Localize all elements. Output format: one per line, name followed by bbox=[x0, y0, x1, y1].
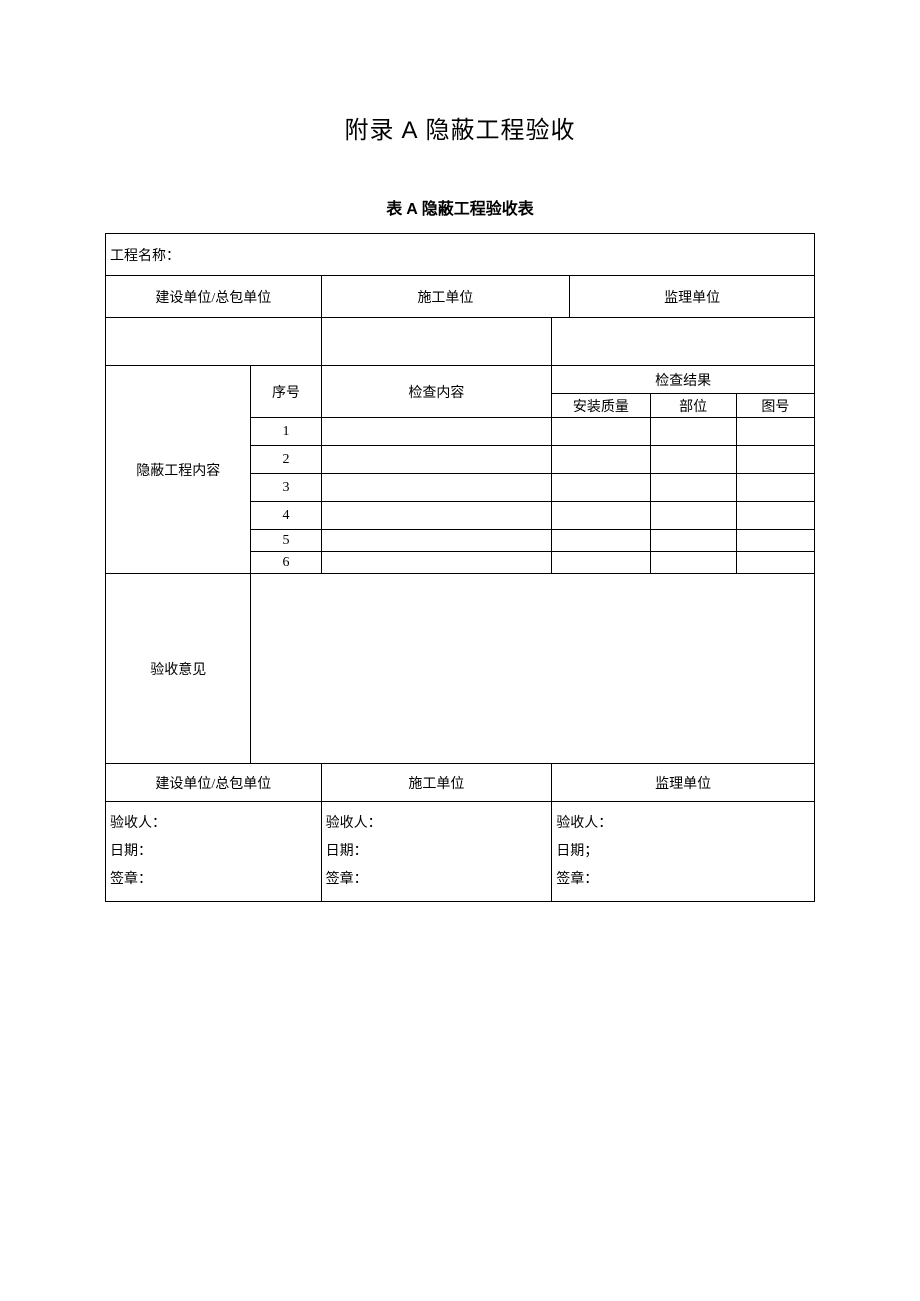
opinion-value bbox=[251, 574, 815, 764]
position-3 bbox=[650, 474, 736, 502]
position-2 bbox=[650, 446, 736, 474]
drawing-no-6 bbox=[736, 552, 814, 574]
install-quality-3 bbox=[552, 474, 650, 502]
work-unit-header: 施工单位 bbox=[321, 276, 570, 318]
drawing-no-1 bbox=[736, 418, 814, 446]
check-result-header: 检查结果 bbox=[552, 366, 815, 394]
opinion-label: 验收意见 bbox=[106, 574, 251, 764]
supervision-unit-value bbox=[552, 318, 815, 366]
position-5 bbox=[650, 530, 736, 552]
install-quality-5 bbox=[552, 530, 650, 552]
work-unit-value bbox=[321, 318, 552, 366]
seq-5: 5 bbox=[251, 530, 321, 552]
project-name-cell: 工程名称： bbox=[106, 234, 815, 276]
table-title: 表 A 隐蔽工程验收表 bbox=[105, 195, 815, 219]
date-1: 日期： bbox=[110, 838, 321, 866]
drawing-no-4 bbox=[736, 502, 814, 530]
position-4 bbox=[650, 502, 736, 530]
seq-2: 2 bbox=[251, 446, 321, 474]
drawing-no-2 bbox=[736, 446, 814, 474]
seq-no-header: 序号 bbox=[251, 366, 321, 418]
check-content-4 bbox=[321, 502, 552, 530]
install-quality-2 bbox=[552, 446, 650, 474]
footer-work-unit: 施工单位 bbox=[321, 764, 552, 802]
date-2: 日期： bbox=[326, 838, 552, 866]
check-content-3 bbox=[321, 474, 552, 502]
construction-unit-value bbox=[106, 318, 322, 366]
hidden-content-label: 隐蔽工程内容 bbox=[106, 366, 251, 574]
acceptor-1: 验收人： bbox=[110, 810, 321, 838]
sig-block-1: 验收人： 日期： 签章： bbox=[106, 802, 322, 902]
seal-2: 签章： bbox=[326, 866, 552, 894]
drawing-no-5 bbox=[736, 530, 814, 552]
seq-1: 1 bbox=[251, 418, 321, 446]
acceptance-table: 工程名称： 建设单位/总包单位 施工单位 监理单位 隐蔽工程内容 序号 检查内容… bbox=[105, 233, 815, 902]
page-title: 附录 A 隐蔽工程验收 bbox=[105, 110, 815, 145]
drawing-no-3 bbox=[736, 474, 814, 502]
construction-unit-header: 建设单位/总包单位 bbox=[106, 276, 322, 318]
check-content-6 bbox=[321, 552, 552, 574]
position-header: 部位 bbox=[650, 394, 736, 418]
install-quality-6 bbox=[552, 552, 650, 574]
seq-6: 6 bbox=[251, 552, 321, 574]
position-1 bbox=[650, 418, 736, 446]
seal-1: 签章： bbox=[110, 866, 321, 894]
sig-block-3: 验收人： 日期； 签章： bbox=[552, 802, 815, 902]
check-content-2 bbox=[321, 446, 552, 474]
check-content-1 bbox=[321, 418, 552, 446]
date-3: 日期； bbox=[556, 838, 814, 866]
acceptor-2: 验收人： bbox=[326, 810, 552, 838]
seal-3: 签章： bbox=[556, 866, 814, 894]
install-quality-4 bbox=[552, 502, 650, 530]
drawing-no-header: 图号 bbox=[736, 394, 814, 418]
seq-4: 4 bbox=[251, 502, 321, 530]
footer-supervision-unit: 监理单位 bbox=[552, 764, 815, 802]
acceptor-3: 验收人： bbox=[556, 810, 814, 838]
footer-construction-unit: 建设单位/总包单位 bbox=[106, 764, 322, 802]
supervision-unit-header: 监理单位 bbox=[570, 276, 815, 318]
seq-3: 3 bbox=[251, 474, 321, 502]
sig-block-2: 验收人： 日期： 签章： bbox=[321, 802, 552, 902]
check-content-header: 检查内容 bbox=[321, 366, 552, 418]
check-content-5 bbox=[321, 530, 552, 552]
install-quality-header: 安装质量 bbox=[552, 394, 650, 418]
install-quality-1 bbox=[552, 418, 650, 446]
position-6 bbox=[650, 552, 736, 574]
